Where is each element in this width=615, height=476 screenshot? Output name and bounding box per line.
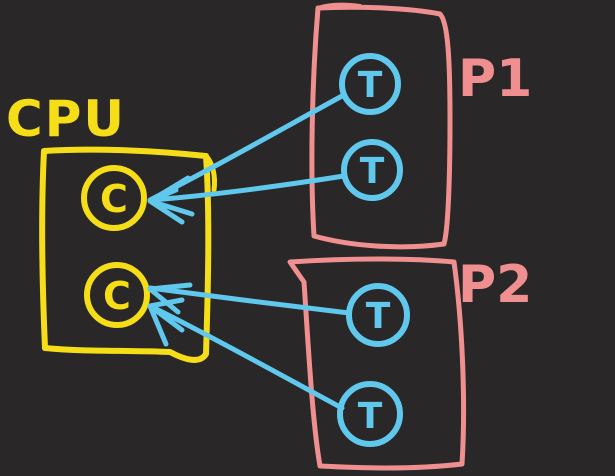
process-p2-thread-2-circle [337, 381, 403, 447]
thread-to-core-arrows [147, 93, 352, 411]
cpu-core-1-label: C [100, 177, 128, 221]
process-p1-box [309, 4, 453, 250]
process-p2-box [287, 256, 467, 471]
arrow-p2t1-to-core-2 [147, 285, 352, 316]
process-p2: P2 T T [287, 255, 532, 471]
cpu-core-2: C [84, 262, 150, 328]
process-p1-thread-2-label: T [360, 151, 385, 192]
cpu-group: CPU C C [6, 90, 217, 363]
cpu-box [39, 146, 212, 363]
process-p1-thread-1-label: T [358, 65, 383, 106]
cpu-core-2-circle [84, 262, 150, 328]
cpu-core-1-circle [81, 165, 147, 231]
process-p2-thread-2-label: T [358, 396, 383, 437]
process-p2-label: P2 [458, 255, 532, 315]
process-p1: P1 T T [309, 2, 532, 250]
process-p2-thread-2: T [337, 381, 403, 447]
process-p1-thread-1: T [339, 53, 401, 115]
arrow-p1t2-to-core-1 [149, 173, 347, 203]
process-p1-thread-2: T [341, 139, 403, 201]
process-p1-thread-1-circle [339, 53, 401, 115]
process-p2-thread-1-label: T [366, 296, 391, 337]
process-p1-label: P1 [458, 49, 532, 109]
process-p1-thread-2-circle [341, 139, 403, 201]
arrow-head-core-2 [147, 282, 193, 347]
cpu-core-1: C [81, 165, 147, 231]
arrow-head-core-1 [147, 175, 195, 225]
process-p1-box-inner-edge [316, 2, 362, 10]
cpu-core-2-label: C [103, 274, 131, 318]
cpu-label: CPU [6, 90, 126, 148]
